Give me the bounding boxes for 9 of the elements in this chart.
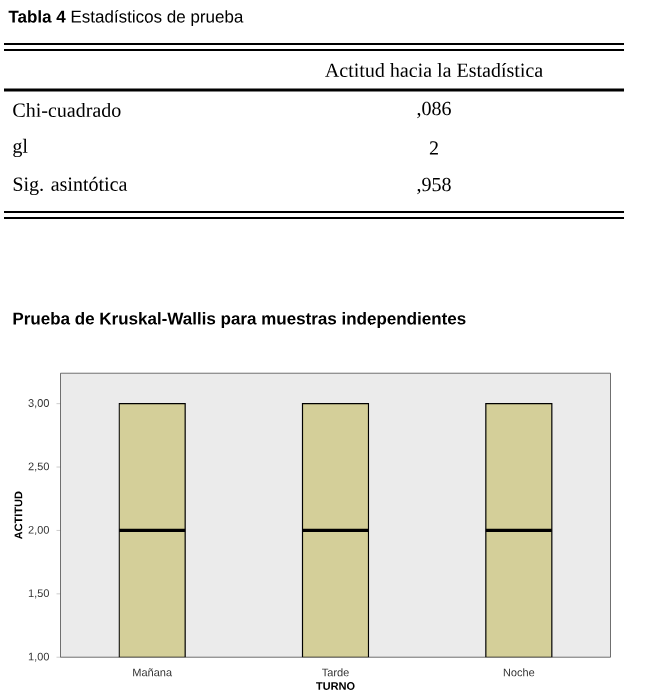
text: 2 [429, 141, 438, 155]
text: Tabla 4 Estadísticos de prueba [8, 9, 244, 26]
text: Sig. asintótica [13, 176, 128, 196]
text: Chi-cuadrado [13, 102, 121, 118]
text: ,958 [417, 177, 451, 195]
text: gl [13, 138, 28, 158]
text: ,086 [417, 101, 451, 119]
chart-title: Prueba de Kruskal-Wallis para muestras independientes [13, 312, 466, 328]
text: Actitud hacia la Estadística [325, 62, 543, 78]
